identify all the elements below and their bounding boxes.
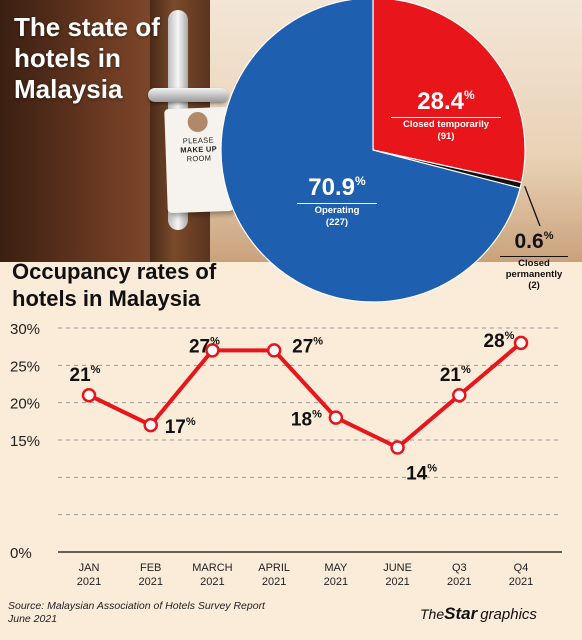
title-line: Malaysia — [14, 74, 123, 104]
x-tick-label: JUNE — [383, 562, 412, 574]
pie-count-closed-permanently: (2) — [528, 280, 540, 291]
y-tick-label: 0% — [10, 545, 32, 562]
data-label-unit: % — [210, 335, 220, 347]
x-tick-label-year: 2021 — [77, 576, 101, 588]
pie-label-closed-permanently: 0.6% Closed permanently (2) — [492, 224, 576, 291]
data-label-unit: % — [312, 409, 322, 421]
x-tick-label-year: 2021 — [447, 576, 471, 588]
x-tick-label: JAN — [79, 562, 100, 574]
x-tick-label: MAY — [324, 562, 348, 574]
x-tick-label-year: 2021 — [138, 576, 162, 588]
pie-category-word: permanently — [505, 269, 563, 280]
data-label: 21% — [440, 364, 471, 386]
chart-title-line: hotels in Malaysia — [12, 286, 201, 311]
pie-value-closed-temporarily: 28.4 — [417, 88, 465, 115]
credit-star: Star — [444, 604, 478, 623]
y-tick-label: 30% — [10, 321, 40, 338]
data-point — [452, 387, 467, 403]
data-label-unit: % — [313, 335, 323, 347]
data-label: 28% — [484, 330, 515, 352]
data-point — [390, 440, 405, 455]
pie-count-operating: (227) — [325, 217, 349, 228]
data-point — [328, 410, 344, 425]
pie-unit: % — [543, 230, 554, 242]
x-tick-label: FEB — [140, 562, 161, 574]
title-line: The state of — [14, 12, 160, 42]
pie-slice-closed-temporarily — [372, 0, 526, 184]
data-label: 21% — [70, 364, 101, 386]
data-label-unit: % — [91, 364, 101, 376]
pie-unit: % — [355, 174, 366, 188]
data-label-unit: % — [186, 416, 196, 428]
x-tick-label: MARCH — [192, 562, 232, 574]
data-label: 27% — [292, 335, 323, 357]
x-tick-label-year: 2021 — [200, 576, 224, 588]
data-point — [266, 343, 282, 358]
line-chart-title: Occupancy rates of hotels in Malaysia — [12, 258, 216, 312]
pie-category-operating: Operating — [314, 205, 360, 216]
data-point — [81, 387, 97, 403]
data-point — [513, 335, 529, 351]
door-handle — [148, 88, 228, 102]
page-title: The state of hotels in Malaysia — [14, 12, 160, 105]
x-tick-label-year: 2021 — [262, 576, 286, 588]
y-tick-label: 25% — [10, 358, 40, 375]
pie-unit: % — [464, 88, 475, 102]
pie-label-operating: 70.9% Operating (227) — [282, 168, 392, 229]
series-line-occupancy — [88, 341, 523, 450]
y-tick-label: 15% — [10, 433, 40, 450]
data-point — [143, 417, 158, 433]
pie-value-closed-permanently: 0.6 — [514, 230, 544, 253]
pie-slice-operating — [220, 0, 521, 303]
x-tick-label: Q3 — [452, 562, 467, 574]
pie-category-closed-permanently: Closed permanently — [492, 258, 576, 280]
data-point — [205, 343, 220, 358]
chart-title-line: Occupancy rates of — [12, 259, 217, 284]
pie-chart — [220, 0, 541, 303]
pie-count-closed-temporarily: (91) — [437, 131, 455, 142]
title-line: hotels in — [14, 43, 121, 73]
credit-the: The — [420, 606, 445, 622]
source-line: Source: Malaysian Association of Hotels … — [8, 600, 265, 612]
data-label-unit: % — [505, 330, 515, 342]
x-tick-label-year: 2021 — [385, 576, 409, 588]
x-tick-label-year: 2021 — [509, 576, 533, 588]
data-label-unit: % — [427, 462, 437, 474]
pie-category-word: Closed — [518, 258, 550, 269]
data-label-unit: % — [461, 364, 471, 376]
pie-category-closed-temporarily: Closed temporarily — [402, 119, 490, 130]
x-tick-label: Q4 — [514, 562, 529, 574]
data-label: 14% — [406, 462, 437, 484]
line-chart: 0% 15% 20% 25% 30% JAN 2021 FEB 2021 MARCH 2021 APR… — [10, 321, 562, 588]
data-label: 17% — [165, 416, 196, 438]
x-tick-label: APRIL — [258, 562, 290, 574]
data-label: 18% — [291, 409, 322, 431]
credit-graphics: graphics — [480, 606, 537, 623]
x-tick-label-year: 2021 — [324, 576, 348, 588]
pie-value-operating: 70.9 — [308, 174, 356, 201]
source-line: June 2021 — [8, 613, 58, 625]
source-note: Source: Malaysian Association of Hotels … — [8, 600, 338, 626]
leader-line-closed-permanently — [524, 185, 541, 227]
publisher-credit: TheStar graphics — [420, 604, 537, 624]
pie-label-closed-temporarily: 28.4% Closed temporarily (91) — [384, 82, 508, 143]
y-tick-label: 20% — [10, 396, 40, 413]
